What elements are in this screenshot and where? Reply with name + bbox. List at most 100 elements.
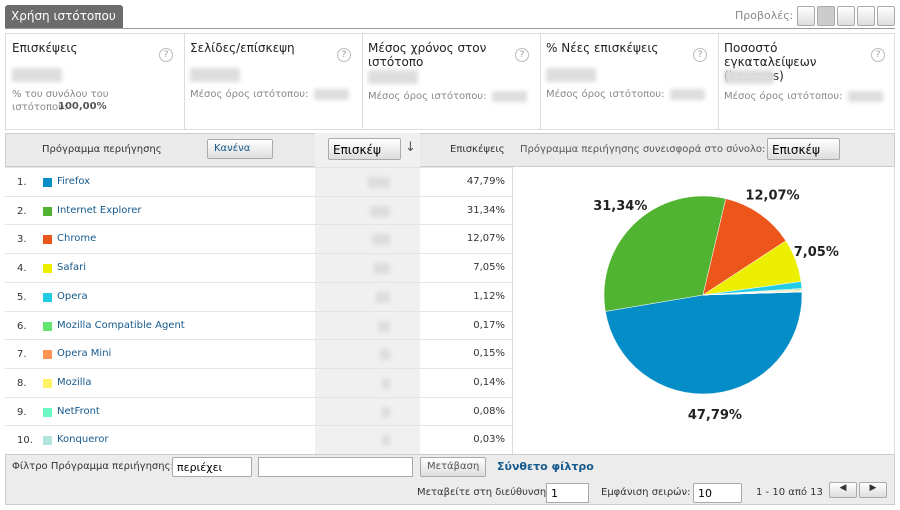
- row-color: [43, 378, 52, 388]
- metric-note: Μέσος όρος ιστότοπου:: [190, 89, 309, 100]
- help-icon[interactable]: ?: [871, 48, 885, 62]
- row-share: 31,34%: [466, 204, 505, 216]
- row-share: 0,03%: [473, 434, 505, 446]
- go-button[interactable]: Μετάβαση: [420, 457, 486, 477]
- row-metric-blurred: [374, 263, 390, 275]
- metric-divider: [540, 34, 541, 129]
- filter-op[interactable]: περιέχει: [172, 457, 252, 477]
- view-pivot[interactable]: [877, 6, 895, 26]
- row-name[interactable]: NetFront: [57, 405, 100, 417]
- row-share: 1,12%: [473, 290, 505, 302]
- row-index: 9.: [17, 406, 27, 418]
- views-label: Προβολές:: [735, 9, 794, 22]
- row-index: 10.: [17, 435, 33, 447]
- row-name[interactable]: Mozilla Compatible Agent: [57, 319, 185, 331]
- goto-label: Μεταβείτε στη διεύθυνση:: [417, 487, 550, 498]
- pie-chart: 47,79% 31,34% 12,07% 7,05%: [593, 188, 839, 423]
- help-icon[interactable]: ?: [693, 48, 707, 62]
- tab-line: [5, 28, 895, 29]
- chart-metric[interactable]: Επισκέψ: [767, 138, 840, 160]
- view-pie[interactable]: [817, 6, 835, 26]
- next-page[interactable]: ▶: [859, 482, 887, 498]
- row-metric-blurred: [368, 177, 390, 188]
- row-name[interactable]: Safari: [57, 262, 87, 274]
- metric-title: % Νέες επισκέψεις: [546, 41, 659, 55]
- row-name[interactable]: Opera Mini: [57, 348, 112, 360]
- share-header: Επισκέψεις: [450, 144, 505, 155]
- metric-divider: [718, 34, 719, 129]
- row-metric-blurred: [370, 205, 390, 217]
- chart-header: Πρόγραμμα περιήγησης συνεισφορά στο σύνο…: [520, 144, 766, 155]
- table-row: 9. NetFront 0,08%: [5, 396, 512, 426]
- view-table[interactable]: [797, 6, 815, 26]
- pie-slice: [603, 195, 727, 312]
- advanced-filter[interactable]: Σύνθετο φίλτρο: [497, 460, 594, 473]
- rows-label: Εμφάνιση σειρών:: [601, 487, 691, 498]
- row-color: [43, 407, 52, 417]
- row-name[interactable]: Konqueror: [57, 434, 109, 446]
- table-row: 8. Mozilla 0,14%: [5, 367, 512, 397]
- row-share: 0,15%: [473, 348, 505, 360]
- metric-value-blurred: [546, 68, 596, 82]
- row-share: 47,79%: [466, 176, 505, 187]
- row-index: 8.: [17, 377, 27, 389]
- help-icon[interactable]: ?: [515, 48, 529, 62]
- sort-col-bg: [315, 133, 420, 454]
- metric-note-blurred: [314, 89, 349, 100]
- filter-input[interactable]: [258, 457, 413, 477]
- row-metric-blurred: [372, 234, 390, 246]
- dimension-header: Πρόγραμμα περιήγησης: [42, 144, 162, 155]
- metric-value-blurred: [12, 68, 62, 82]
- pie-label: 47,79%: [688, 408, 742, 423]
- row-color: [43, 292, 52, 302]
- row-index: 1.: [17, 177, 27, 188]
- help-icon[interactable]: ?: [159, 48, 173, 62]
- tab[interactable]: Χρήση ιστότοπου: [5, 5, 123, 28]
- metric-title: Επισκέψεις: [12, 41, 78, 55]
- metric-note-value: 100,00%: [58, 101, 107, 112]
- row-share: 0,08%: [473, 405, 505, 417]
- metric-note: Μέσος όρος ιστότοπου:: [546, 89, 665, 100]
- row-color: [43, 178, 52, 187]
- metric-note-blurred: [848, 91, 883, 102]
- secondary-dimension[interactable]: Κανένα: [207, 139, 273, 159]
- row-metric-blurred: [378, 320, 390, 332]
- metric-note-blurred: [670, 89, 705, 100]
- row-index: 5.: [17, 291, 27, 303]
- row-name[interactable]: Firefox: [57, 176, 91, 187]
- row-name[interactable]: Mozilla: [57, 376, 92, 388]
- pie-label: 31,34%: [593, 199, 647, 214]
- row-metric-blurred: [382, 377, 390, 389]
- row-metric-blurred: [382, 406, 390, 418]
- row-index: 7.: [17, 349, 27, 361]
- row-share: 0,17%: [473, 319, 505, 331]
- row-name[interactable]: Opera: [57, 290, 88, 302]
- rows-select[interactable]: 10: [693, 483, 742, 503]
- pie-slice: [605, 291, 803, 395]
- row-metric-blurred: [380, 349, 390, 361]
- view-bar[interactable]: [837, 6, 855, 26]
- pie-slice: [702, 198, 787, 296]
- row-index: 2.: [17, 205, 27, 217]
- goto-input[interactable]: 1: [546, 483, 589, 503]
- table-row: 5. Opera 1,12%: [5, 281, 512, 311]
- row-name[interactable]: Chrome: [57, 233, 97, 245]
- row-index: 6.: [17, 320, 27, 332]
- row-color: [43, 321, 52, 331]
- metric-divider: [184, 34, 185, 129]
- chart-border: [512, 167, 895, 454]
- sort-metric[interactable]: Επισκέψ: [328, 138, 401, 160]
- prev-page[interactable]: ◀: [829, 482, 857, 498]
- metric-title: Σελίδες/επίσκεψη: [190, 41, 295, 55]
- table-row: 2. Internet Explorer 31,34%: [5, 195, 512, 225]
- view-compare[interactable]: [857, 6, 875, 26]
- help-icon[interactable]: ?: [337, 48, 351, 62]
- row-name[interactable]: Internet Explorer: [57, 204, 142, 216]
- pie-label: 12,07%: [745, 188, 799, 203]
- row-color: [43, 235, 52, 245]
- metric-note: Μέσος όρος ιστότοπου:: [724, 91, 843, 102]
- row-metric-blurred: [376, 291, 390, 303]
- sort-arrow[interactable]: ↓: [405, 140, 416, 155]
- view-icons[interactable]: [797, 6, 895, 26]
